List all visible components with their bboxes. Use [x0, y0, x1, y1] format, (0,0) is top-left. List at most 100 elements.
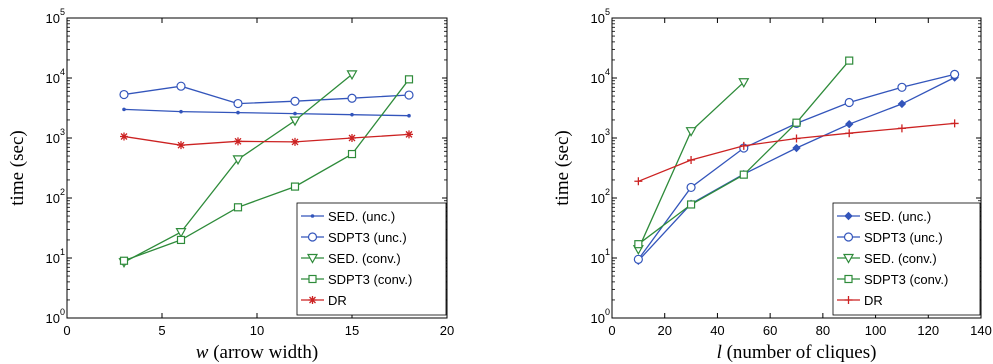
- data-point: [120, 132, 128, 141]
- data-point: [845, 119, 854, 129]
- data-point: [844, 97, 854, 108]
- y-tick-label: 10: [591, 11, 605, 26]
- y-tick-exponent: 0: [60, 307, 65, 317]
- data-point: [687, 155, 696, 164]
- data-point: [179, 109, 183, 114]
- y-tick-exponent: 3: [60, 127, 65, 137]
- data-point: [177, 141, 185, 150]
- series-SDPT3 (conv.): [634, 56, 854, 249]
- data-point: [346, 70, 358, 81]
- axes-box: [611, 17, 982, 319]
- x-tick-label: 80: [816, 323, 830, 338]
- y-axis-label: time (sec): [7, 130, 28, 205]
- data-point: [291, 137, 299, 146]
- legend-entry: SED. (unc.): [837, 209, 931, 224]
- y-tick-exponent: 0: [605, 307, 610, 317]
- legend-swatch-marker: [306, 253, 319, 264]
- x-tick-label: 40: [710, 323, 724, 338]
- y-tick-exponent: 5: [60, 7, 65, 17]
- series-line: [123, 133, 410, 146]
- x-tick-label: 140: [970, 323, 992, 338]
- data-point: [119, 89, 129, 100]
- series-SED. (conv.): [632, 78, 750, 255]
- x-axis-label: l (number of cliques): [717, 342, 877, 363]
- data-point: [347, 93, 357, 103]
- series-line: [123, 78, 410, 262]
- legend-swatch-marker: [307, 232, 318, 242]
- data-point: [897, 99, 907, 109]
- x-tick-label: 5: [158, 323, 165, 338]
- y-tick-exponent: 4: [60, 67, 65, 77]
- y-tick-label: 10: [591, 311, 605, 326]
- legend-entry: SED. (conv.): [837, 251, 937, 266]
- data-point: [232, 155, 244, 166]
- x-axis-variable: w: [196, 342, 209, 363]
- legend-box: [296, 202, 447, 316]
- data-point: [950, 119, 959, 128]
- x-axis-label-text: (number of cliques): [722, 342, 877, 363]
- data-point: [233, 203, 243, 212]
- y-tick-label: 10: [591, 131, 605, 146]
- data-point: [950, 69, 960, 79]
- x-tick-label: 60: [763, 323, 777, 338]
- y-tick-label: 10: [46, 191, 60, 206]
- x-axis-label: w (arrow width): [196, 342, 318, 363]
- data-point: [176, 81, 186, 91]
- data-point: [897, 124, 906, 133]
- series-line: [123, 85, 410, 105]
- data-point: [738, 78, 750, 88]
- data-point: [633, 254, 643, 264]
- data-point: [404, 75, 414, 84]
- data-point: [407, 113, 411, 118]
- x-tick-label: 0: [608, 323, 615, 338]
- legend-swatch-marker: [308, 296, 317, 304]
- y-tick-label: 10: [46, 71, 60, 86]
- y-tick-label: 10: [591, 191, 605, 206]
- y-tick-label: 10: [591, 71, 605, 86]
- legend-entry: SED. (unc.): [301, 209, 395, 224]
- legend-swatch-marker: [310, 214, 315, 218]
- legend-swatch-marker: [843, 232, 854, 242]
- legend-swatch-marker: [844, 296, 853, 304]
- legend-label: SED. (conv.): [328, 251, 401, 266]
- series-SDPT3 (unc.): [119, 81, 414, 109]
- x-tick-label: 0: [63, 323, 70, 338]
- data-point: [897, 82, 907, 92]
- x-tick-label: 100: [865, 323, 887, 338]
- data-point: [685, 127, 697, 137]
- data-point: [686, 182, 696, 193]
- legend-swatch-marker: [842, 253, 855, 264]
- data-point: [350, 112, 354, 117]
- legend-box: [832, 202, 981, 316]
- legend-label: SDPT3 (conv.): [864, 272, 948, 287]
- legend-label: SDPT3 (unc.): [864, 230, 943, 245]
- y-tick-exponent: 2: [605, 187, 610, 197]
- legend-label: SED. (conv.): [864, 251, 937, 266]
- y-tick-exponent: 1: [60, 247, 65, 257]
- legend-label: SDPT3 (conv.): [328, 272, 412, 287]
- y-tick-exponent: 5: [605, 7, 610, 17]
- data-point: [686, 200, 696, 209]
- legend-entry: SDPT3 (unc.): [301, 230, 407, 245]
- series-DR: [120, 130, 413, 150]
- data-point: [792, 134, 801, 143]
- data-point: [119, 256, 129, 265]
- legend-label: SED. (unc.): [328, 209, 395, 224]
- y-tick-exponent: 1: [605, 247, 610, 257]
- legend-entry: DR: [301, 293, 347, 308]
- data-point: [236, 110, 240, 115]
- data-point: [792, 143, 801, 153]
- series-SED. (unc.): [122, 107, 411, 118]
- y-tick-exponent: 3: [605, 127, 610, 137]
- legend: SED. (unc.) SDPT3 (unc.) SED. (conv.) SDPT3…: [832, 202, 981, 316]
- y-axis-label: time (sec): [552, 130, 573, 205]
- y-tick-exponent: 2: [60, 187, 65, 197]
- data-point: [176, 235, 186, 245]
- data-point: [293, 111, 297, 116]
- data-point: [634, 240, 643, 249]
- data-point: [347, 149, 357, 159]
- legend-entry: SDPT3 (conv.): [837, 272, 948, 287]
- legend-label: DR: [328, 293, 347, 308]
- data-point: [175, 228, 187, 238]
- data-point: [290, 96, 300, 106]
